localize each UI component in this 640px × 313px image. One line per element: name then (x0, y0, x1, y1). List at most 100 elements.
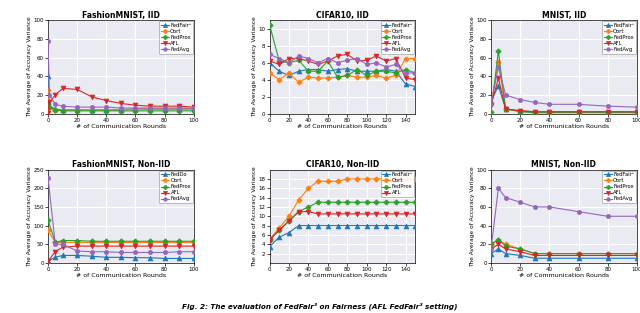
FedFair³ (545, 110, 553, 114)
FedProx (161, 239, 168, 243)
FedProx (344, 74, 351, 77)
AFL (363, 212, 371, 216)
Oort (353, 177, 361, 181)
X-axis label: # of Communication Rounds: # of Communication Rounds (76, 274, 166, 279)
AFL (146, 104, 154, 108)
Legend: FedFair³, Oort, FedProx, AFL, FedAvg: FedFair³, Oort, FedProx, AFL, FedAvg (381, 21, 414, 54)
Oort (575, 110, 582, 114)
FedProx (382, 200, 390, 204)
Line: AFL: AFL (488, 76, 639, 114)
Line: AFL: AFL (267, 209, 418, 242)
FedProx (402, 200, 410, 204)
AFL (275, 228, 283, 232)
Oort (295, 198, 303, 202)
FedFair³ (333, 68, 341, 71)
AFL (146, 244, 154, 248)
AFL (190, 105, 198, 109)
Line: FedProx: FedProx (267, 22, 418, 80)
Title: MNIST, IID: MNIST, IID (541, 11, 586, 20)
FedAvg (190, 106, 198, 110)
FedProx (392, 200, 399, 204)
FedProx (531, 252, 539, 255)
AFL (285, 57, 293, 60)
Oort (382, 177, 390, 181)
FedFair³ (353, 224, 361, 228)
FedAvg (117, 251, 125, 254)
Oort (117, 240, 125, 244)
AFL (575, 110, 582, 114)
Oort (633, 110, 640, 114)
Oort (333, 75, 341, 79)
AFL (531, 110, 539, 114)
Oort (502, 107, 509, 111)
FedProx (372, 69, 380, 73)
Y-axis label: The Average of Accuracy Variance: The Average of Accuracy Variance (470, 166, 475, 267)
Line: FedProx: FedProx (45, 218, 196, 245)
FedDo (44, 259, 52, 263)
FedFair³ (44, 74, 52, 78)
FedProx (74, 239, 81, 242)
Oort (363, 75, 371, 79)
FedAvg (132, 106, 140, 110)
FedAvg (102, 105, 110, 109)
Y-axis label: The Average of Accuracy Variance: The Average of Accuracy Variance (252, 17, 257, 117)
FedProx (51, 108, 59, 112)
Legend: FedFair³, Oort, FedProx, AFL, FedAvg: FedFair³, Oort, FedProx, AFL, FedAvg (159, 21, 193, 54)
AFL (59, 87, 67, 90)
Oort (324, 76, 332, 80)
FedFair³ (266, 245, 273, 249)
FedProx (285, 61, 293, 64)
FedFair³ (402, 82, 410, 86)
Line: FedAvg: FedAvg (489, 65, 639, 109)
FedAvg (74, 105, 81, 109)
AFL (74, 88, 81, 91)
FedFair³ (344, 67, 351, 70)
FedFair³ (487, 100, 495, 103)
FedAvg (402, 71, 410, 75)
Y-axis label: The Average of Accuracy Variance: The Average of Accuracy Variance (470, 17, 475, 117)
AFL (516, 250, 524, 254)
FedFair³ (382, 224, 390, 228)
FedAvg (633, 105, 640, 109)
Line: FedFair³: FedFair³ (488, 83, 639, 114)
FedDo (51, 255, 59, 259)
FedFair³ (285, 231, 293, 234)
FedFair³ (175, 107, 183, 111)
AFL (353, 212, 361, 216)
FedAvg (146, 106, 154, 110)
Line: Oort: Oort (45, 88, 196, 112)
FedProx (412, 200, 419, 204)
FedFair³ (545, 256, 553, 260)
Oort (45, 106, 53, 110)
Line: FedProx: FedProx (488, 49, 639, 115)
FedFair³ (285, 74, 293, 77)
AFL (372, 212, 380, 216)
AFL (392, 57, 399, 60)
AFL (266, 238, 273, 241)
FedAvg (102, 250, 110, 254)
Oort (102, 240, 110, 244)
AFL (487, 103, 495, 107)
FedProx (175, 109, 183, 113)
FedFair³ (392, 224, 399, 228)
FedProx (275, 59, 283, 63)
FedDo (161, 257, 168, 260)
FedFair³ (495, 247, 502, 251)
FedProx (305, 205, 312, 209)
Oort (314, 76, 322, 80)
FedProx (190, 239, 198, 243)
AFL (372, 54, 380, 58)
FedAvg (117, 106, 125, 110)
FedProx (44, 102, 52, 106)
FedProx (487, 242, 495, 246)
AFL (324, 212, 332, 216)
FedDo (175, 257, 183, 260)
FedFair³ (295, 69, 303, 73)
FedFair³ (487, 252, 495, 255)
AFL (88, 95, 95, 99)
FedProx (88, 239, 95, 243)
Y-axis label: The Average of Accuracy Variance: The Average of Accuracy Variance (252, 166, 257, 267)
FedFair³ (502, 107, 509, 111)
FedProx (102, 109, 110, 113)
FedFair³ (531, 110, 539, 114)
